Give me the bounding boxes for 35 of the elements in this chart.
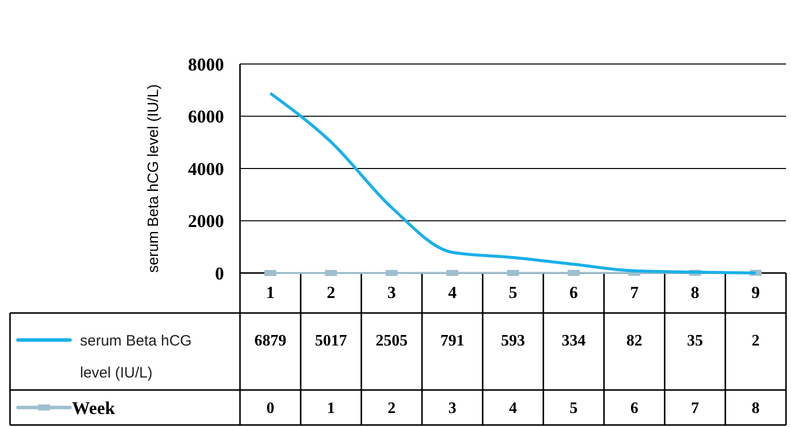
y-tick-label: 2000 <box>188 211 224 232</box>
x-tick-label: 9 <box>751 282 760 302</box>
y-tick-label: 0 <box>215 263 224 284</box>
legend-label: Week <box>72 398 115 418</box>
data-label: 2505 <box>376 332 408 350</box>
data-label: 6879 <box>254 332 286 350</box>
data-label: 6 <box>630 400 638 418</box>
data-label: 35 <box>687 332 703 350</box>
data-label: 8 <box>752 400 760 418</box>
data-label: 593 <box>501 332 525 350</box>
data-label: 4 <box>509 400 517 418</box>
data-label: 1 <box>327 400 335 418</box>
data-label: 334 <box>562 332 586 350</box>
data-label: 791 <box>440 332 464 350</box>
data-label: 5017 <box>315 332 347 350</box>
data-label: 82 <box>626 332 642 350</box>
x-tick-label: 4 <box>448 282 458 302</box>
y-axis-title: serum Beta hCG level (IU/L) <box>145 84 162 273</box>
x-tick-label: 1 <box>266 282 275 302</box>
x-tick-label: 6 <box>569 282 578 302</box>
y-tick-label: 8000 <box>188 54 224 74</box>
x-tick-label: 3 <box>387 282 396 302</box>
data-label: 7 <box>691 400 699 418</box>
x-tick-label: 8 <box>690 282 700 302</box>
data-label: 0 <box>266 400 274 418</box>
y-tick-label: 6000 <box>188 106 224 127</box>
x-tick-label: 2 <box>326 282 336 302</box>
y-tick-label: 4000 <box>188 158 224 179</box>
data-label: 2 <box>388 400 396 418</box>
x-tick-label: 5 <box>508 282 518 302</box>
data-label: 2 <box>752 332 760 350</box>
data-label: 3 <box>448 400 456 418</box>
x-tick-label: 7 <box>630 282 640 302</box>
data-label: 5 <box>570 400 578 418</box>
legend-label: serum Beta hCG level (IU/L) <box>80 332 192 382</box>
